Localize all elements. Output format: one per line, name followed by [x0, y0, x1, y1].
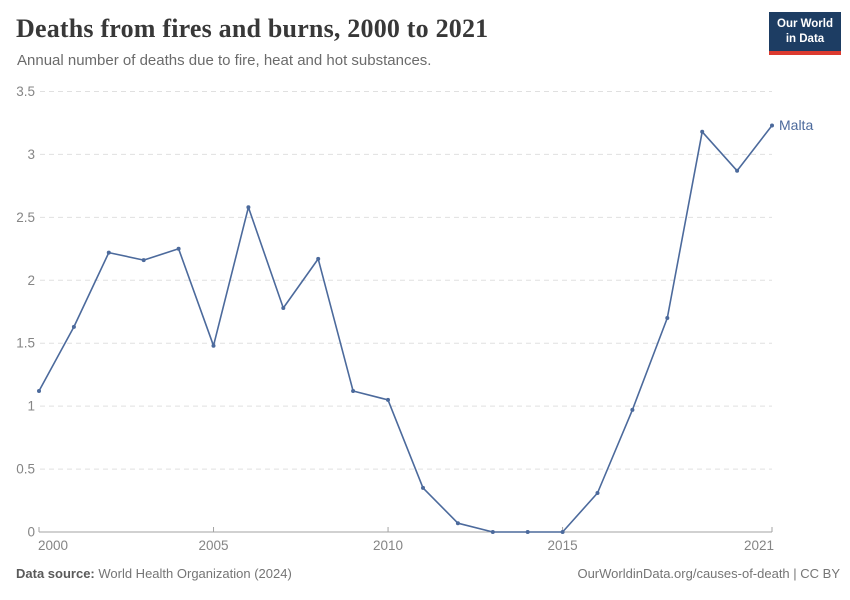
data-point-2017[interactable]: [630, 407, 635, 412]
data-point-2015[interactable]: [560, 530, 565, 534]
x-tick-label: 2015: [548, 538, 578, 553]
x-tick-label: 2005: [199, 538, 229, 553]
data-source-value: World Health Organization (2024): [94, 566, 292, 581]
owid-logo-line2: in Data: [785, 32, 825, 45]
data-point-2014[interactable]: [525, 530, 530, 534]
license-note: OurWorldinData.org/causes-of-death | CC …: [577, 566, 840, 581]
y-tick-label: 2.5: [16, 210, 35, 225]
data-source-note: Data source: World Health Organization (…: [16, 566, 292, 581]
chart-footer: Data source: World Health Organization (…: [16, 566, 840, 581]
y-tick-label: 0: [27, 525, 35, 540]
data-point-2016[interactable]: [595, 491, 600, 495]
data-point-2012[interactable]: [455, 521, 460, 526]
data-source-label: Data source:: [16, 566, 95, 581]
y-tick-label: 2: [27, 273, 35, 288]
series-line-malta[interactable]: [38, 124, 773, 533]
data-point-2004[interactable]: [176, 246, 181, 251]
y-tick-label: 1.5: [16, 336, 35, 351]
series-label-malta[interactable]: Malta: [779, 117, 813, 133]
data-point-2009[interactable]: [351, 389, 356, 393]
data-point-2000[interactable]: [37, 389, 41, 393]
y-tick-label: 0.5: [16, 462, 35, 477]
data-point-2008[interactable]: [316, 256, 321, 261]
data-point-2018[interactable]: [665, 316, 670, 320]
y-tick-label: 3: [27, 147, 35, 162]
data-point-2006[interactable]: [246, 205, 251, 210]
owid-logo: Our World in Data: [769, 12, 841, 55]
x-tick-label: 2010: [373, 538, 403, 553]
data-point-2020[interactable]: [735, 168, 740, 173]
chart-title: Deaths from fires and burns, 2000 to 202…: [16, 14, 489, 43]
data-point-2013[interactable]: [490, 530, 495, 534]
data-point-2011[interactable]: [421, 485, 425, 490]
data-point-2005[interactable]: [211, 343, 216, 348]
x-tick-label: 2021: [744, 538, 774, 553]
data-point-2021[interactable]: [770, 123, 774, 128]
x-tick-label: 2000: [38, 538, 68, 553]
data-point-2001[interactable]: [71, 324, 76, 329]
data-point-2002[interactable]: [106, 250, 111, 255]
data-point-2010[interactable]: [386, 397, 390, 402]
data-point-2003[interactable]: [141, 258, 146, 263]
data-point-2019[interactable]: [700, 129, 705, 134]
y-tick-label: 1: [27, 399, 35, 414]
chart-subtitle: Annual number of deaths due to fire, hea…: [17, 52, 432, 69]
y-tick-label: 3.5: [16, 84, 35, 99]
owid-logo-line1: Our World: [777, 18, 834, 30]
data-point-2007[interactable]: [281, 306, 286, 310]
